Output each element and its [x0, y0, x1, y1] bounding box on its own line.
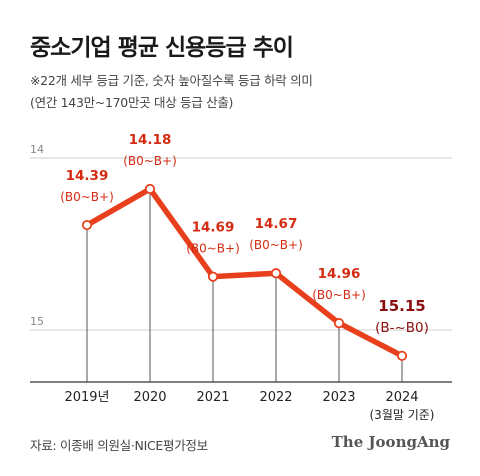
data-label-grade: (B-~B0) — [375, 320, 429, 336]
x-tick-label: 2020 — [133, 390, 166, 405]
data-labels: 14.39 (B0~B+) 14.18 (B0~B+) 14.69 (B0~B+) 14.6… — [60, 132, 429, 336]
data-label-value: 14.67 — [255, 216, 298, 232]
series-line-path — [84, 186, 405, 359]
brand-logo: The JoongAng — [331, 433, 450, 451]
x-tick-note: (3월말 기준) — [370, 408, 435, 422]
x-tick-label: 2022 — [259, 390, 292, 405]
data-label-grade: (B0~B+) — [186, 242, 240, 256]
data-label-value: 14.18 — [129, 132, 172, 148]
data-label-value: 14.96 — [318, 266, 361, 282]
x-tick-label: 2021 — [196, 390, 229, 405]
data-label-grade: (B0~B+) — [60, 190, 114, 204]
x-tick-label: 2019년 — [64, 390, 109, 405]
data-points — [81, 183, 408, 361]
drop-lines — [86, 188, 403, 382]
y-tick-label: 15 — [30, 315, 44, 328]
data-label-value: 14.69 — [192, 220, 235, 236]
x-tick-label: 2023 — [322, 390, 355, 405]
series-line — [84, 186, 405, 359]
note-line-1: ※22개 세부 등급 기준, 숫자 높아질수록 등급 하락 의미 — [30, 73, 313, 88]
chart-subtitle: ※22개 세부 등급 기준, 숫자 높아질수록 등급 하락 의미 (연간 143… — [30, 70, 313, 114]
data-label-grade: (B0~B+) — [312, 288, 366, 302]
chart-title: 중소기업 평균 신용등급 추이 — [30, 35, 294, 61]
source-note: 자료: 이종배 의원실·NICE평가정보 — [30, 438, 208, 453]
data-label-value: 14.39 — [66, 168, 109, 184]
data-label-value: 15.15 — [378, 297, 425, 315]
data-point — [144, 183, 156, 195]
data-point — [396, 350, 408, 361]
data-point — [207, 271, 219, 282]
y-tick-label: 14 — [30, 143, 44, 156]
data-point — [81, 219, 93, 231]
data-label-grade: (B0~B+) — [249, 238, 303, 252]
note-line-2: (연간 143만~170만곳 대상 등급 산출) — [30, 95, 234, 110]
data-label-grade: (B0~B+) — [123, 154, 177, 168]
x-tick-label: 2024 — [385, 390, 418, 405]
grid-layer: 14 15 — [30, 143, 452, 331]
data-point — [333, 318, 345, 329]
data-point — [270, 268, 282, 279]
x-tick-labels: 2019년 2020 2021 2022 2023 2024 (3월말 기준) — [64, 390, 434, 422]
